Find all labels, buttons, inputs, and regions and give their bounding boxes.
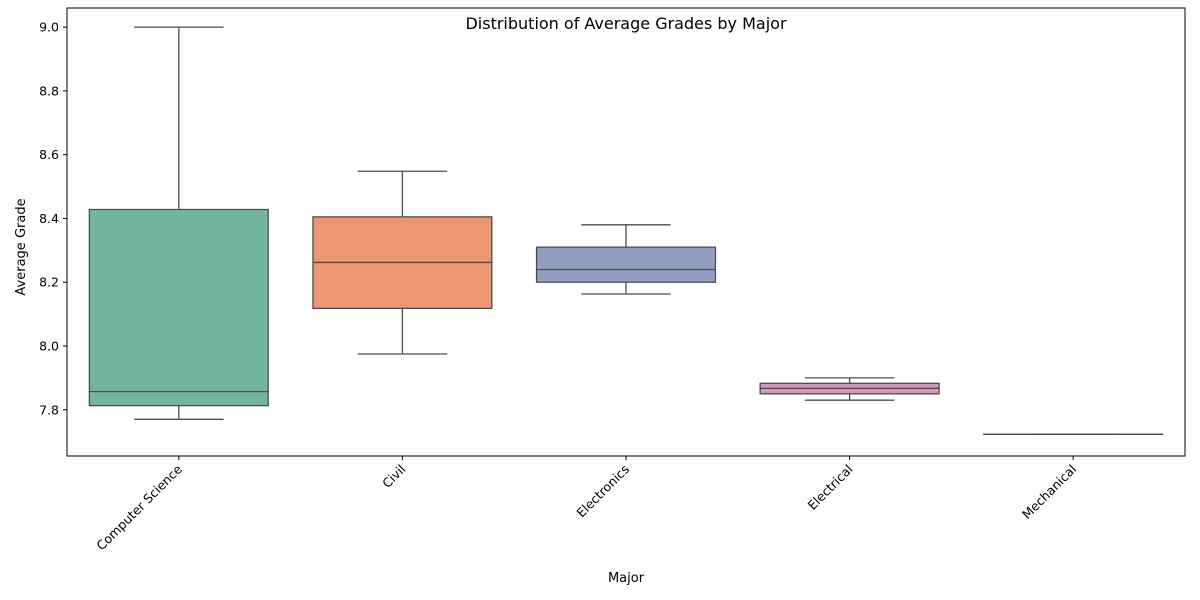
y-tick-label: 8.4 — [39, 211, 59, 226]
box-civil — [312, 170, 493, 355]
box-electrical — [759, 377, 940, 401]
x-axis-label: Major — [608, 571, 645, 586]
y-axis-label: Average Grade — [14, 198, 29, 295]
y-tick-label: 9.0 — [39, 20, 59, 35]
y-tick-label: 8.8 — [39, 83, 59, 98]
y-tick-label: 8.6 — [39, 147, 59, 162]
y-tick-label: 8.2 — [39, 275, 59, 290]
y-tick-label: 7.8 — [39, 402, 59, 417]
box-iqr — [88, 208, 269, 407]
box-series — [88, 26, 1164, 435]
box-electronics — [535, 224, 717, 295]
box-iqr — [535, 246, 717, 283]
box-computer-science — [88, 26, 269, 420]
y-axis: 7.8 8.0 8.2 8.4 8.6 8.8 9.0 — [39, 20, 67, 417]
chart-title: Distribution of Average Grades by Major — [465, 14, 786, 33]
y-tick-label: 8.0 — [39, 338, 59, 353]
